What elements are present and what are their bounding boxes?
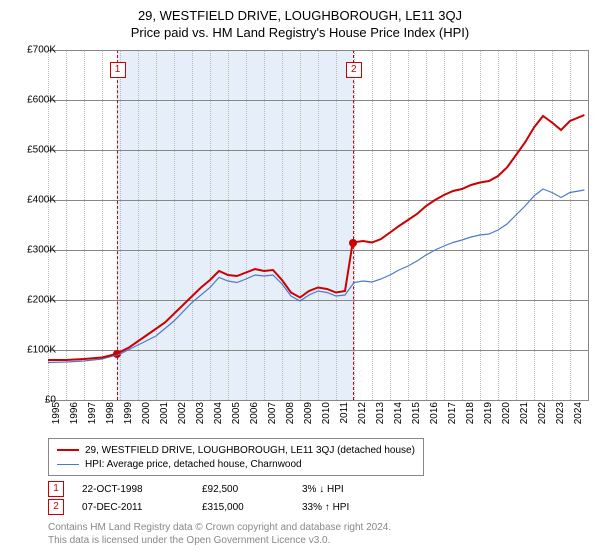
x-tick-label: 2012 [357,402,368,432]
sale-pct: 3% ↓ HPI [302,484,442,495]
sale-price: £92,500 [202,484,302,495]
x-tick-label: 2017 [447,402,458,432]
x-tick-label: 2018 [465,402,476,432]
title-main: 29, WESTFIELD DRIVE, LOUGHBOROUGH, LE11 … [0,8,600,23]
x-tick-label: 1998 [105,402,116,432]
sale-marker-icon: 1 [48,481,64,497]
x-tick-label: 2011 [339,402,350,432]
x-tick-label: 2008 [285,402,296,432]
x-tick-label: 2001 [159,402,170,432]
series-svg [48,50,588,400]
x-tick-label: 2016 [429,402,440,432]
sale-date: 22-OCT-1998 [82,484,202,495]
sale-row: 2 07-DEC-2011 £315,000 33% ↑ HPI [48,498,442,516]
x-tick-label: 2005 [231,402,242,432]
sales-table: 1 22-OCT-1998 £92,500 3% ↓ HPI 2 07-DEC-… [48,480,442,516]
y-tick-label: £500K [12,145,56,156]
legend-label: HPI: Average price, detached house, Char… [85,459,302,470]
x-tick-label: 2013 [375,402,386,432]
x-tick-label: 2019 [483,402,494,432]
x-tick-label: 2004 [213,402,224,432]
y-tick-label: £400K [12,195,56,206]
x-tick-label: 1997 [87,402,98,432]
y-tick-label: £100K [12,345,56,356]
footnote-line: This data is licensed under the Open Gov… [48,535,391,548]
x-tick-label: 2022 [537,402,548,432]
legend-row: HPI: Average price, detached house, Char… [57,457,415,471]
chart-container: 29, WESTFIELD DRIVE, LOUGHBOROUGH, LE11 … [0,0,600,560]
x-tick-label: 2003 [195,402,206,432]
x-tick-label: 1995 [51,402,62,432]
x-tick-label: 2024 [573,402,584,432]
x-tick-label: 2014 [393,402,404,432]
x-tick-label: 2023 [555,402,566,432]
legend-swatch [57,449,79,451]
x-tick-label: 1996 [69,402,80,432]
legend-row: 29, WESTFIELD DRIVE, LOUGHBOROUGH, LE11 … [57,443,415,457]
x-tick-label: 2000 [141,402,152,432]
series-line [48,115,584,360]
legend-swatch [57,464,79,465]
x-tick-label: 2010 [321,402,332,432]
sale-date: 07-DEC-2011 [82,502,202,513]
x-tick-label: 2007 [267,402,278,432]
x-tick-label: 2002 [177,402,188,432]
x-tick-label: 2021 [519,402,530,432]
sale-price: £315,000 [202,502,302,513]
sale-marker-icon: 2 [48,499,64,515]
x-tick-label: 2015 [411,402,422,432]
x-tick-label: 2020 [501,402,512,432]
y-tick-label: £300K [12,245,56,256]
x-tick-label: 1999 [123,402,134,432]
sale-row: 1 22-OCT-1998 £92,500 3% ↓ HPI [48,480,442,498]
footnote: Contains HM Land Registry data © Crown c… [48,522,391,547]
titles: 29, WESTFIELD DRIVE, LOUGHBOROUGH, LE11 … [0,0,600,40]
y-tick-label: £200K [12,295,56,306]
legend-label: 29, WESTFIELD DRIVE, LOUGHBOROUGH, LE11 … [85,445,415,456]
y-tick-label: £700K [12,45,56,56]
sale-pct: 33% ↑ HPI [302,502,442,513]
footnote-line: Contains HM Land Registry data © Crown c… [48,522,391,535]
y-tick-label: £600K [12,95,56,106]
legend: 29, WESTFIELD DRIVE, LOUGHBOROUGH, LE11 … [48,438,424,476]
x-tick-label: 2009 [303,402,314,432]
y-tick-label: £0 [12,395,56,406]
series-line [48,189,584,363]
title-sub: Price paid vs. HM Land Registry's House … [0,25,600,40]
x-tick-label: 2006 [249,402,260,432]
